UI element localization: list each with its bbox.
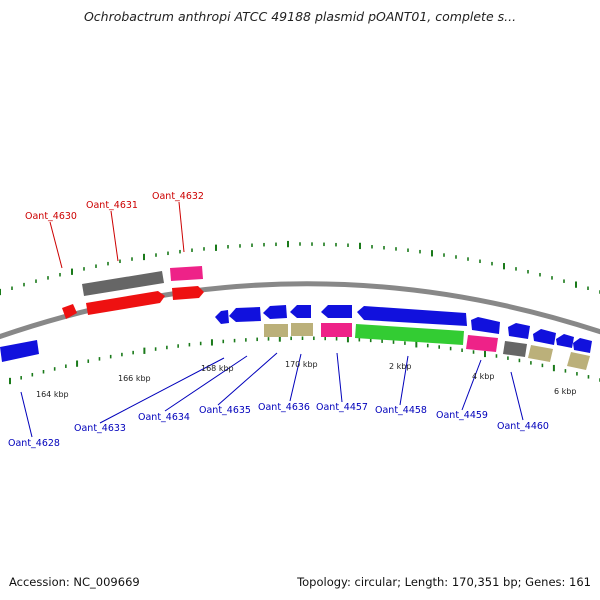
label-oant-4633: Oant_4633 [74, 423, 126, 434]
gene-khaki-1[interactable] [528, 345, 553, 362]
gene-blue-9[interactable] [533, 329, 556, 345]
label-oant-4459: Oant_4459 [436, 410, 488, 421]
label-oant-4457: Oant_4457 [316, 402, 368, 413]
backbone-circle [0, 281, 600, 340]
map-title: Ochrobactrum anthropi ATCC 49188 plasmid… [83, 9, 517, 24]
gene-blue-11[interactable] [573, 338, 592, 353]
label-oant-4635: Oant_4635 [199, 405, 251, 416]
gene-blue-2[interactable] [229, 307, 261, 322]
gene-oant-4458[interactable] [355, 324, 464, 345]
gene-oant-4457[interactable] [321, 323, 352, 337]
scale-label-168kbp: 168 kbp [201, 364, 234, 373]
gene-blue-7[interactable] [471, 317, 500, 334]
gene-khaki-2[interactable] [567, 352, 590, 370]
scale-label-2kbp: 2 kbp [389, 362, 411, 371]
gene-oant-4635[interactable] [264, 324, 288, 337]
scale-label-164kbp: 164 kbp [36, 390, 69, 399]
label-oant-4458: Oant_4458 [375, 405, 427, 416]
scale-label-6kbp: 6 kbp [554, 387, 576, 396]
scale-label-166kbp: 166 kbp [118, 374, 151, 383]
gene-blue-4[interactable] [290, 305, 311, 318]
gene-oant-4636[interactable] [291, 323, 313, 336]
tick-marks [0, 240, 600, 385]
gene-oant-4459[interactable] [466, 335, 498, 352]
label-connectors [20, 201, 524, 438]
gene-oant-4632[interactable] [170, 266, 203, 281]
gene-blue-5[interactable] [321, 305, 352, 318]
label-oant-4636: Oant_4636 [258, 402, 310, 413]
accession-text: Accession: NC_009669 [9, 575, 140, 589]
gene-red-small[interactable] [172, 286, 204, 300]
label-oant-4630: Oant_4630 [25, 211, 77, 222]
gene-oant-4630[interactable] [62, 304, 77, 319]
label-oant-4628: Oant_4628 [8, 438, 60, 449]
gene-blue-3[interactable] [263, 305, 287, 319]
gene-oant-4628[interactable] [0, 340, 39, 362]
scale-label-170kbp: 170 kbp [285, 360, 318, 369]
label-oant-4631: Oant_4631 [86, 200, 138, 211]
label-oant-4460: Oant_4460 [497, 421, 549, 432]
gene-features [0, 266, 592, 370]
gene-oant-4460[interactable] [503, 341, 527, 357]
gene-blue-10[interactable] [556, 334, 574, 348]
gene-oant-4631[interactable] [86, 291, 165, 315]
gene-blue-6[interactable] [357, 306, 467, 326]
gene-oant-4631-gray[interactable] [82, 271, 164, 296]
gene-blue-1[interactable] [215, 310, 229, 324]
summary-text: Topology: circular; Length: 170,351 bp; … [297, 575, 591, 589]
scale-label-4kbp: 4 kbp [472, 372, 494, 381]
gene-blue-8[interactable] [508, 323, 530, 339]
label-oant-4634: Oant_4634 [138, 412, 190, 423]
label-oant-4632: Oant_4632 [152, 191, 204, 202]
